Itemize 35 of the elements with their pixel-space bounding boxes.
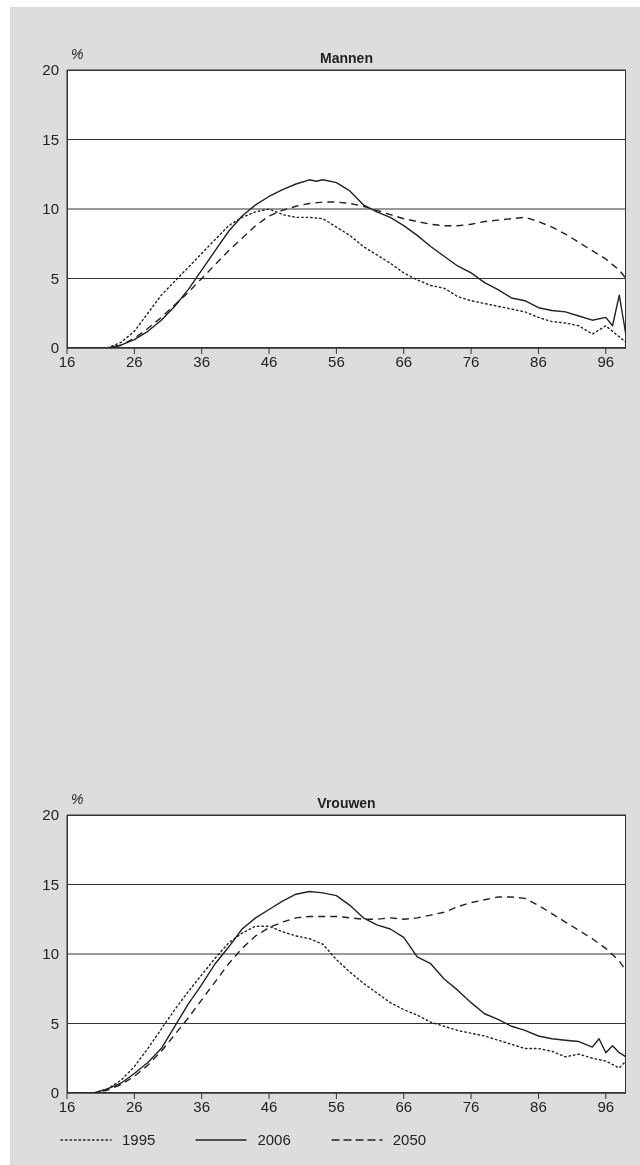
x-tick-label: 96 bbox=[597, 1097, 615, 1115]
x-tick-label: 16 bbox=[58, 352, 76, 370]
y-tick-label: 20 bbox=[42, 61, 59, 79]
y-axis-title: % bbox=[71, 791, 84, 807]
x-tick-label: 56 bbox=[328, 352, 345, 370]
legend-label: 1995 bbox=[122, 1131, 156, 1148]
x-tick-label: 66 bbox=[395, 352, 413, 370]
legend-label: 2006 bbox=[257, 1131, 291, 1148]
x-tick-label: 76 bbox=[462, 352, 480, 370]
x-tick-label: 36 bbox=[193, 352, 211, 370]
x-tick-label: 16 bbox=[58, 1097, 76, 1115]
x-tick-label: 86 bbox=[530, 1097, 547, 1115]
y-tick-label: 10 bbox=[42, 945, 59, 963]
y-tick-label: 5 bbox=[50, 1014, 59, 1032]
y-tick-label: 5 bbox=[50, 269, 59, 287]
legend-label: 2050 bbox=[392, 1131, 427, 1148]
y-tick-label: 20 bbox=[42, 806, 59, 824]
chart-title: Vrouwen bbox=[317, 795, 376, 811]
x-tick-label: 86 bbox=[530, 352, 547, 370]
chart-title: Mannen bbox=[320, 50, 373, 66]
x-tick-label: 66 bbox=[395, 1097, 413, 1115]
y-tick-label: 10 bbox=[42, 200, 59, 218]
x-tick-label: 46 bbox=[260, 352, 278, 370]
y-tick-label: 15 bbox=[42, 130, 59, 148]
y-tick-label: 0 bbox=[50, 1084, 59, 1102]
x-tick-label: 96 bbox=[597, 352, 615, 370]
y-tick-label: 15 bbox=[42, 875, 59, 893]
x-tick-label: 26 bbox=[126, 352, 143, 370]
x-tick-label: 36 bbox=[193, 1097, 211, 1115]
y-tick-label: 0 bbox=[50, 339, 59, 357]
x-tick-label: 76 bbox=[462, 1097, 480, 1115]
x-tick-label: 46 bbox=[260, 1097, 278, 1115]
x-tick-label: 56 bbox=[328, 1097, 345, 1115]
y-axis-title: % bbox=[71, 46, 84, 62]
x-tick-label: 26 bbox=[126, 1097, 143, 1115]
